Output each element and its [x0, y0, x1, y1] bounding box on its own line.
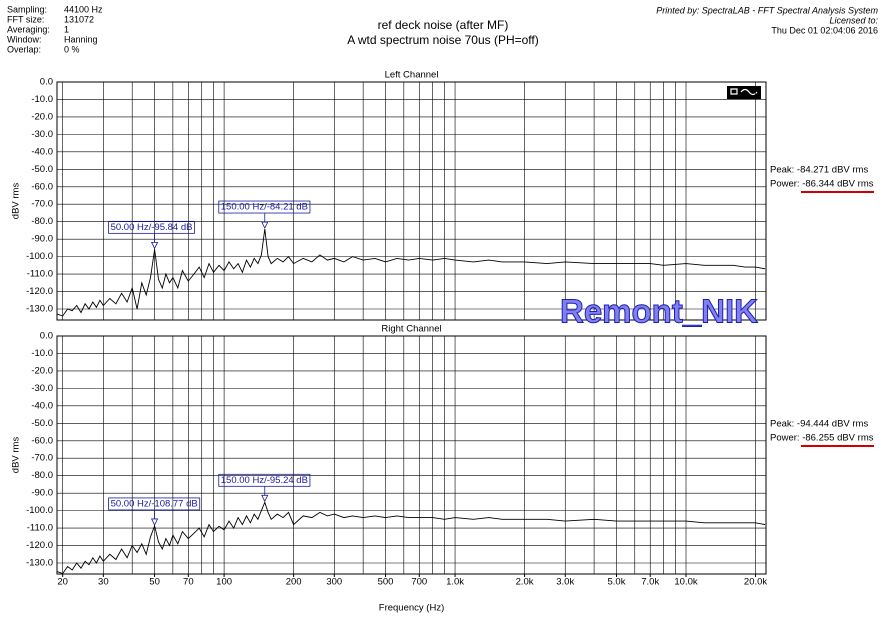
title: ref deck noise (after MF): [378, 18, 509, 32]
peak-text: Peak: -94.444 dBV rms: [770, 419, 868, 430]
y-tick-label: -40.0: [31, 400, 53, 411]
x-tick-label: 70: [183, 577, 194, 588]
peak-text: Peak: -84.271 dBV rms: [770, 165, 868, 176]
subtitle: A wtd spectrum noise 70us (PH=off): [347, 33, 539, 47]
setting-value: 131072: [64, 14, 94, 24]
x-tick-label: 100: [216, 577, 232, 588]
y-tick-label: 0.0: [40, 331, 53, 342]
y-tick-label: -110.0: [27, 269, 53, 280]
y-tick-label: 0.0: [40, 77, 53, 88]
x-tick-label: 30: [98, 577, 109, 588]
printed-by: Printed by: SpectraLAB - FFT Spectral An…: [656, 5, 878, 15]
y-tick-label: -90.0: [31, 234, 53, 245]
setting-label: Overlap:: [7, 44, 41, 54]
setting-value: Hanning: [64, 34, 98, 44]
y-tick-label: -120.0: [26, 540, 53, 551]
x-tick-label: 10.0k: [674, 577, 697, 588]
x-tick-label: 5.0k: [608, 577, 626, 588]
y-tick-label: -50.0: [31, 418, 53, 429]
x-tick-label: 1.0k: [446, 577, 464, 588]
setting-label: FFT size:: [7, 14, 44, 24]
licensed-to: Licensed to:: [829, 15, 878, 25]
y-tick-label: -20.0: [31, 365, 53, 376]
x-tick-label: 7.0k: [641, 577, 659, 588]
y-tick-label: -120.0: [26, 286, 53, 297]
annotation-label: 50.00 Hz/-108.77 dB: [111, 498, 198, 509]
x-tick-label: 20.0k: [744, 577, 767, 588]
channel-title: Left Channel: [385, 70, 439, 81]
x-tick-label: 3.0k: [556, 577, 574, 588]
x-tick-label: 700: [411, 577, 427, 588]
y-tick-label: -80.0: [31, 216, 53, 227]
x-tick-label: 500: [378, 577, 394, 588]
setting-label: Sampling:: [7, 4, 47, 14]
x-tick-label: 200: [286, 577, 302, 588]
print-date: Thu Dec 01 02:04:06 2016: [771, 25, 878, 35]
y-tick-label: -30.0: [31, 129, 53, 140]
y-tick-label: -60.0: [31, 435, 53, 446]
menu-icon: [727, 86, 761, 99]
y-tick-label: -100.0: [26, 251, 53, 262]
y-tick-label: -130.0: [26, 558, 53, 569]
y-tick-label: -40.0: [31, 146, 53, 157]
y-tick-label: -10.0: [31, 348, 53, 359]
annotation-label: 50.00 Hz/-95.84 dB: [111, 222, 193, 233]
annotation-marker: [261, 494, 269, 503]
setting-value: 44100 Hz: [64, 4, 103, 14]
power-text: Power: -86.255 dBV rms: [770, 433, 874, 444]
annotation-marker: [150, 518, 159, 526]
annotation-label: 150.00 Hz/-84.21 dB: [221, 202, 308, 213]
spectrum-line: [57, 500, 766, 575]
y-axis-label: dBV rms: [11, 437, 22, 474]
x-tick-label: 20: [57, 577, 68, 588]
x-axis-label: Frequency (Hz): [379, 603, 444, 614]
setting-value: 0 %: [64, 44, 80, 54]
spectrum-line: [57, 228, 766, 317]
y-tick-label: -30.0: [31, 383, 53, 394]
y-tick-label: -20.0: [31, 111, 53, 122]
y-tick-label: -10.0: [31, 94, 53, 105]
y-tick-label: -70.0: [31, 199, 53, 210]
y-tick-label: -110.0: [27, 523, 53, 534]
x-tick-label: 300: [326, 577, 342, 588]
y-tick-label: -100.0: [26, 505, 53, 516]
y-tick-label: -60.0: [31, 181, 53, 192]
annotation-marker: [150, 241, 159, 250]
setting-label: Window:: [7, 34, 42, 44]
y-tick-label: -130.0: [26, 304, 53, 315]
power-text: Power: -86.344 dBV rms: [770, 179, 874, 190]
y-axis-label: dBV rms: [11, 183, 22, 220]
setting-label: Averaging:: [7, 24, 50, 34]
y-tick-label: -50.0: [31, 164, 53, 175]
annotation-marker: [261, 221, 269, 229]
annotation-box: [218, 200, 311, 214]
annotation-box: [218, 473, 311, 487]
plot-frame: [56, 81, 767, 321]
y-tick-label: -80.0: [31, 470, 53, 481]
annotation-box: [108, 497, 201, 511]
plot-frame: [56, 335, 767, 575]
y-tick-label: -90.0: [31, 488, 53, 499]
annotation-label: 150.00 Hz/-95.24 dB: [221, 475, 308, 486]
annotation-box: [108, 220, 195, 234]
watermark: Remont_NIK: [560, 293, 758, 330]
x-tick-label: 50: [149, 577, 160, 588]
setting-value: 1: [64, 24, 69, 34]
x-tick-label: 2.0k: [516, 577, 534, 588]
channel-title: Right Channel: [381, 324, 441, 335]
y-tick-label: -70.0: [31, 453, 53, 464]
